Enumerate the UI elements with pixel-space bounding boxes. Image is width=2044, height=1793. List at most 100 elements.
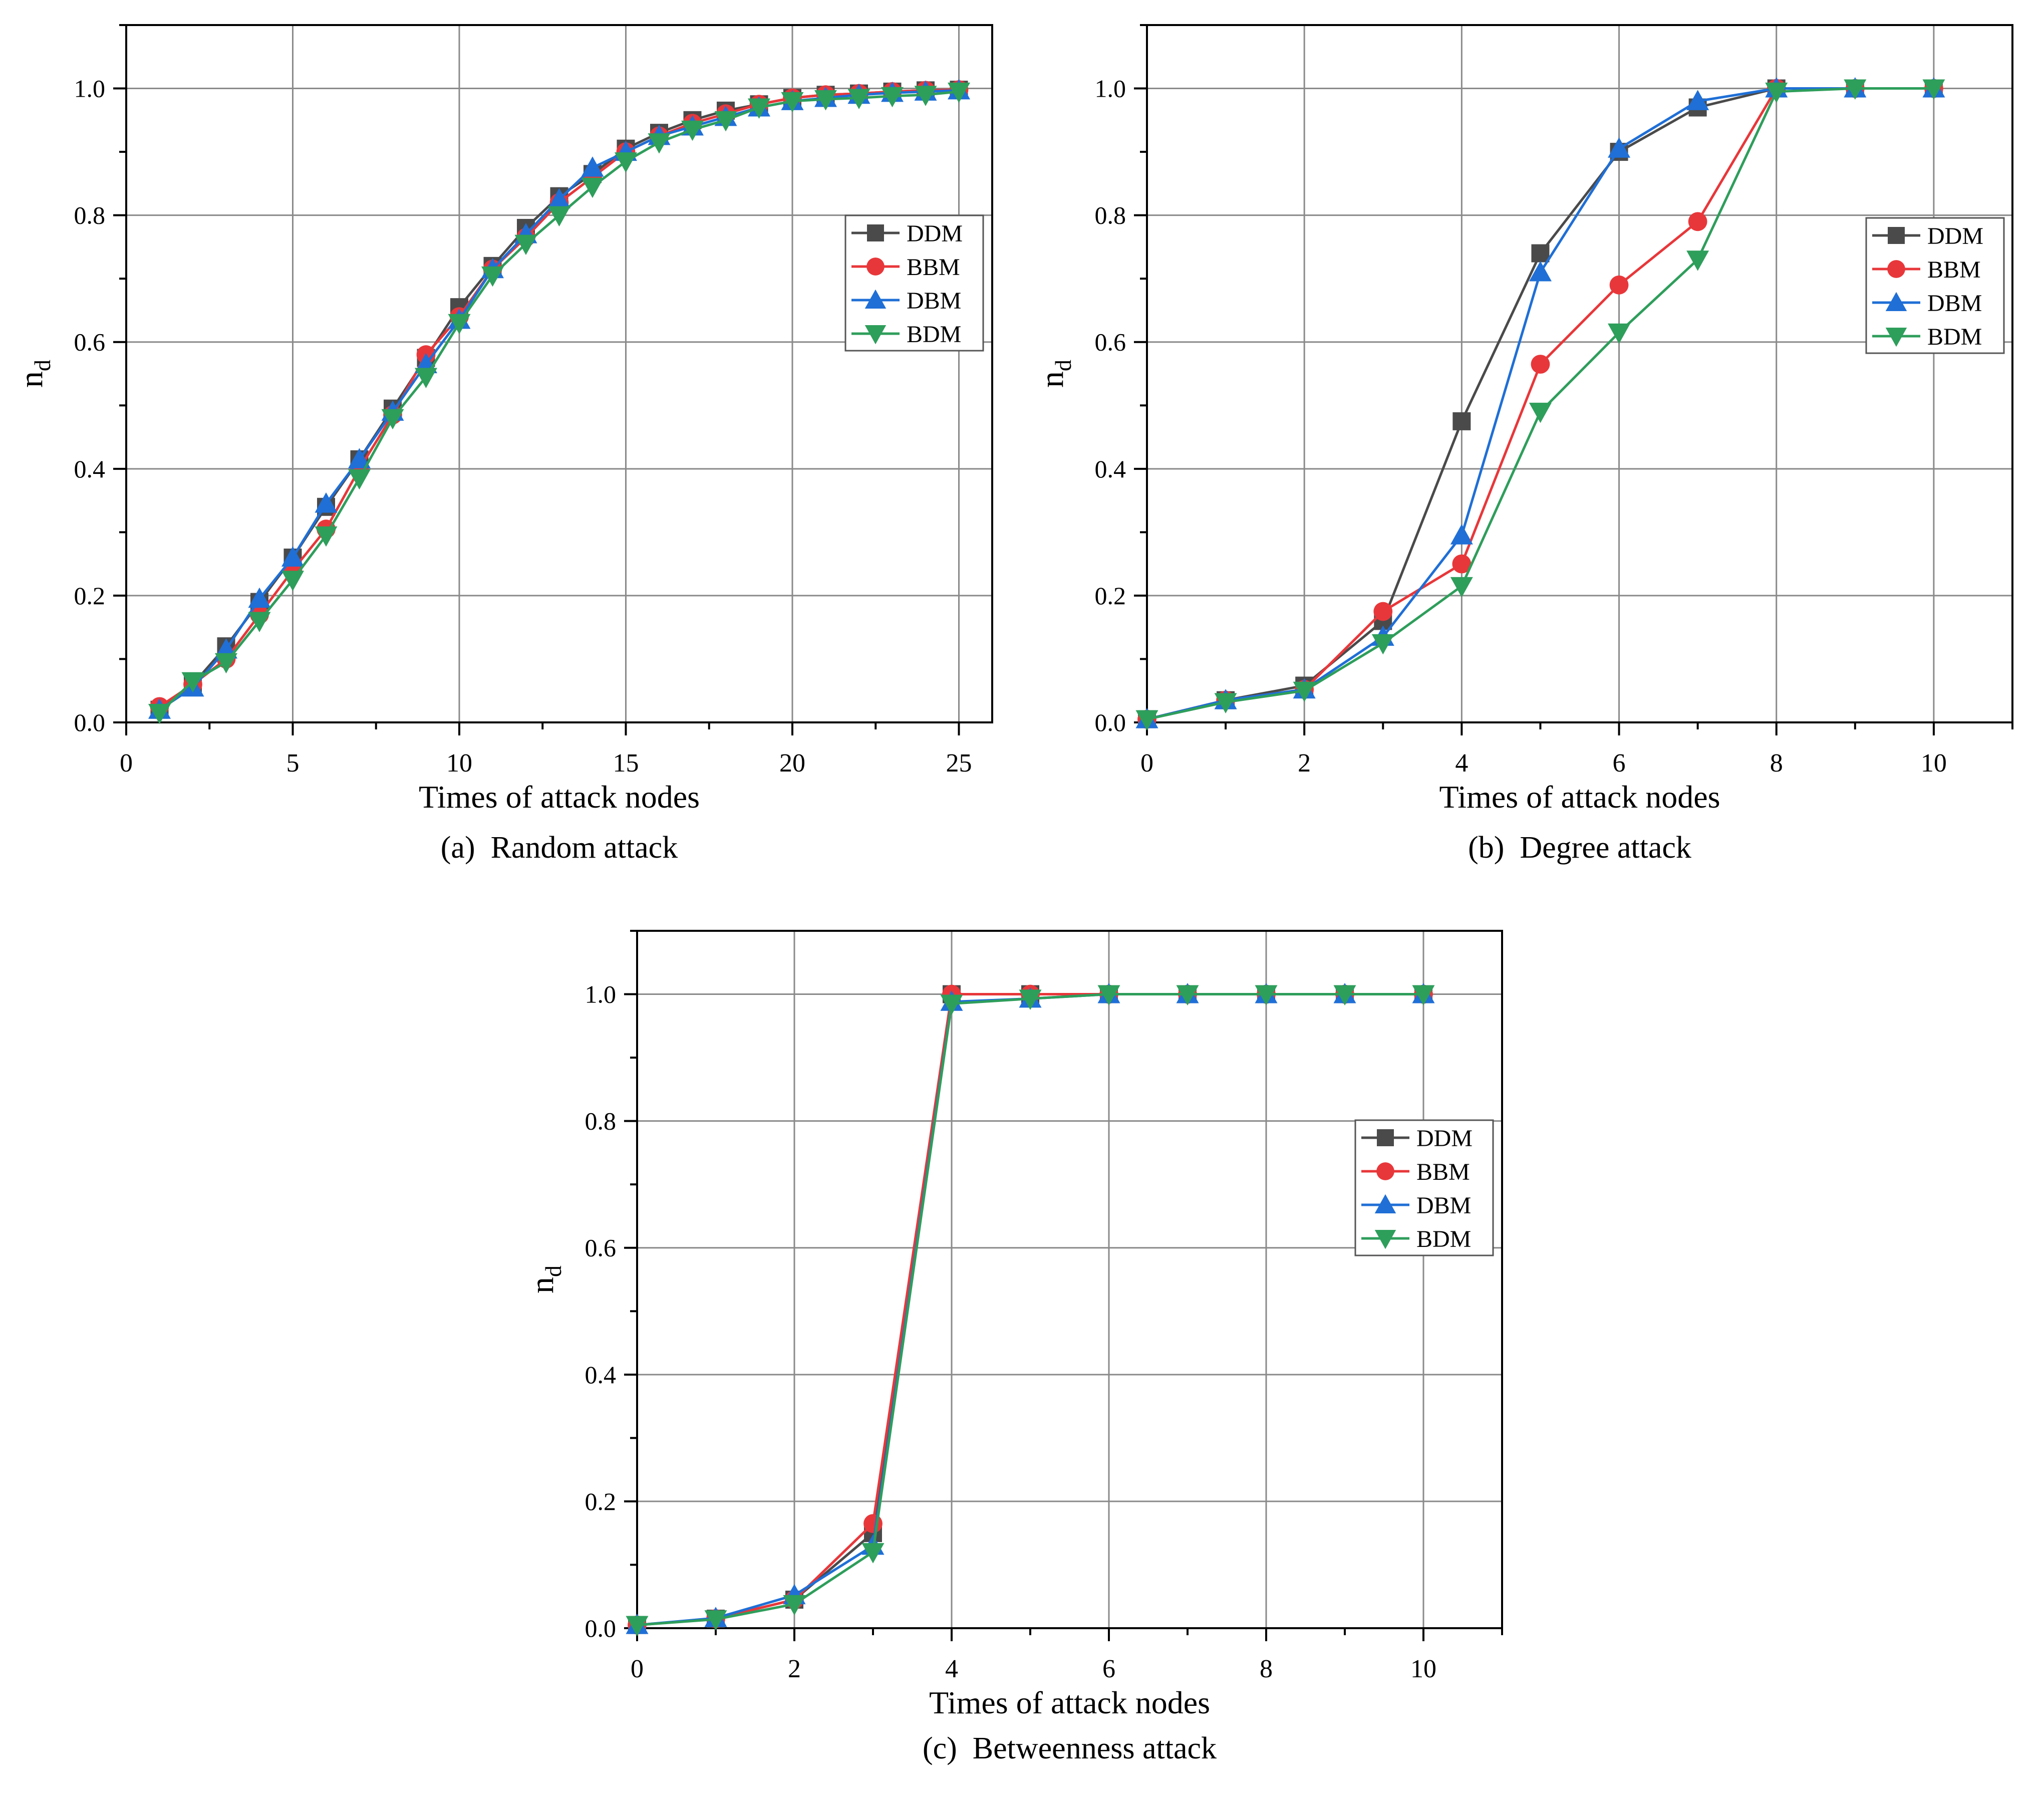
data-point-dbm [348, 448, 371, 468]
legend-label-ddm: DDM [907, 220, 963, 247]
y-axis-label: nd [13, 360, 55, 388]
data-point-bdm [914, 86, 937, 106]
data-point-bdm [548, 206, 570, 227]
x-tick-label: 20 [779, 749, 805, 778]
x-tick-label: 4 [945, 1655, 958, 1683]
data-point-bdm [1333, 985, 1356, 1006]
y-tick-label: 0.4 [74, 455, 106, 483]
legend-label-bdm: BDM [1416, 1226, 1471, 1252]
x-tick-label: 8 [1260, 1655, 1273, 1683]
legend-marker-dbm [864, 289, 887, 309]
data-point-bdm [1922, 79, 1945, 100]
data-point-bdm [315, 526, 338, 547]
data-point-ddm [1452, 412, 1471, 430]
x-tick-label: 25 [946, 749, 972, 778]
legend-marker-dbm [1885, 292, 1907, 311]
data-point-bdm [1412, 985, 1435, 1006]
data-point-bdm [1135, 710, 1158, 731]
data-point-bdm [615, 152, 637, 173]
data-point-bdm [814, 90, 837, 111]
data-point-bdm [215, 653, 237, 674]
plot-frame [636, 930, 1503, 1629]
legend: DDM BBM DBM BDM [844, 214, 984, 352]
data-point-bdm [1176, 985, 1199, 1006]
data-point-bdm [514, 234, 537, 255]
data-point-bbm [1373, 602, 1393, 621]
data-point-bdm [1019, 989, 1042, 1010]
data-point-dbm [1450, 524, 1473, 545]
data-point-dbm [581, 156, 604, 177]
x-tick-label: 4 [1455, 749, 1468, 778]
x-tick-label: 0 [1140, 749, 1153, 778]
data-point-dbm [248, 587, 271, 608]
y-tick-label: 0.8 [74, 201, 106, 229]
x-tick-label: 0 [120, 749, 133, 778]
legend-label-bbm: BBM [1927, 257, 1981, 283]
data-point-bbm [1452, 554, 1472, 574]
y-tick-label: 0.0 [1095, 708, 1126, 736]
legend-marker-ddm [1377, 1129, 1394, 1146]
panel-caption: (b) Degree attack [1468, 831, 1691, 865]
legend-marker-ddm [867, 224, 884, 241]
x-tick-label: 10 [1410, 1655, 1436, 1683]
plot-frame [1146, 24, 2013, 723]
y-tick-label: 0.6 [585, 1234, 617, 1262]
data-point-bdm [1844, 79, 1867, 100]
x-tick-label: 10 [1921, 749, 1947, 778]
data-point-bbm [863, 1514, 883, 1533]
data-point-bdm [148, 704, 171, 724]
data-point-bbm [1609, 275, 1629, 295]
data-point-bdm [1097, 985, 1120, 1006]
legend: DDM BBM DBM BDM [1865, 217, 2005, 354]
data-point-bdm [481, 266, 504, 287]
data-point-bdm [861, 1543, 885, 1564]
data-point-dbm [1529, 261, 1552, 282]
data-point-bdm [1608, 323, 1631, 344]
data-point-dbm [315, 492, 338, 513]
y-tick-label: 0.6 [1095, 328, 1126, 356]
legend-marker-bbm [1376, 1162, 1394, 1180]
data-point-bdm [704, 1610, 727, 1631]
y-tick-label: 0.0 [585, 1614, 617, 1642]
data-point-dbm [1686, 90, 1709, 110]
x-axis-label: Times of attack nodes [1439, 779, 1720, 815]
panel-caption: (c) Betweenness attack [923, 1731, 1217, 1765]
y-tick-label: 0.4 [1095, 455, 1126, 483]
data-point-bdm [1450, 577, 1473, 598]
legend-marker-bdm [1885, 328, 1907, 347]
y-tick-label: 0.2 [1095, 582, 1126, 610]
legend-label-dbm: DBM [1416, 1192, 1471, 1219]
legend-marker-bdm [864, 325, 887, 345]
x-axis-label: Times of attack nodes [929, 1685, 1210, 1720]
data-point-bdm [940, 994, 963, 1015]
legend-label-bbm: BBM [907, 254, 960, 281]
data-point-bdm [281, 571, 304, 591]
legend-label-ddm: DDM [1927, 223, 1983, 249]
y-tick-label: 1.0 [1095, 75, 1126, 103]
legend: DDM BBM DBM BDM [1354, 1119, 1494, 1256]
data-point-bdm [626, 1616, 649, 1637]
data-point-bdm [1686, 250, 1709, 271]
data-point-bdm [1293, 681, 1316, 702]
legend-label-bdm: BDM [907, 321, 961, 348]
legend-marker-dbm [1374, 1194, 1396, 1213]
y-axis-label: nd [1034, 360, 1076, 388]
panel-caption: (a) Random attack [441, 831, 678, 865]
legend-label-bdm: BDM [1927, 324, 1982, 350]
y-tick-label: 0.8 [585, 1107, 617, 1135]
x-tick-label: 2 [1298, 749, 1311, 778]
data-point-bdm [581, 177, 604, 198]
x-tick-label: 8 [1770, 749, 1783, 778]
y-axis-label: nd [524, 1265, 566, 1294]
legend-marker-bdm [1374, 1230, 1396, 1249]
data-point-bdm [714, 111, 737, 132]
data-point-bdm [948, 82, 970, 103]
y-tick-label: 0.8 [1095, 201, 1126, 229]
legend-label-ddm: DDM [1416, 1125, 1473, 1152]
data-point-bdm [847, 89, 870, 110]
data-point-bbm [1688, 212, 1707, 231]
data-point-bdm [748, 98, 770, 119]
x-tick-label: 5 [286, 749, 300, 778]
y-tick-label: 0.2 [585, 1487, 617, 1515]
x-tick-label: 6 [1102, 1655, 1115, 1683]
